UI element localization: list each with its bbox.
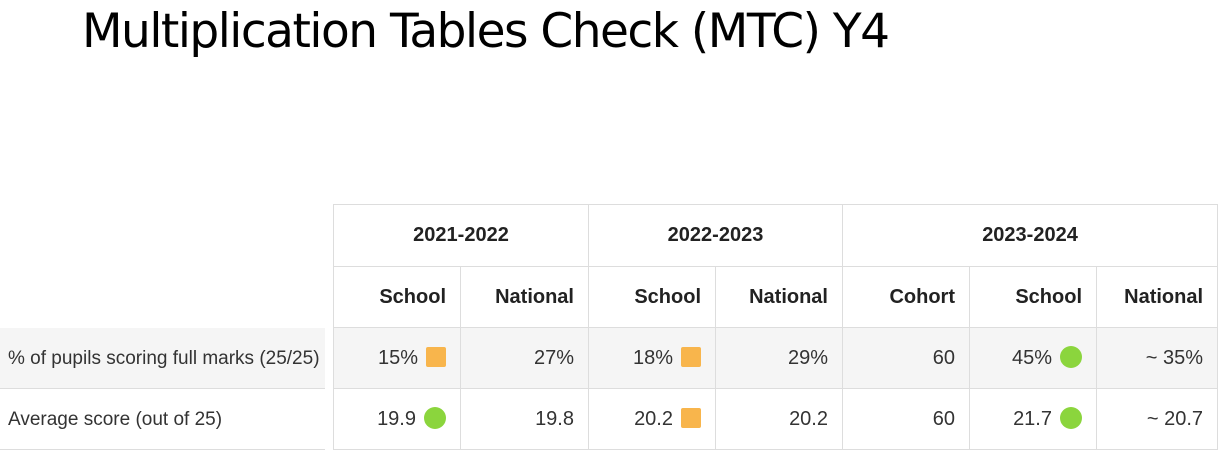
green-circle-icon: [424, 407, 446, 429]
col-header-2023-national: National: [1095, 266, 1219, 328]
cell-value: 18%: [632, 346, 673, 369]
cell-value: 15%: [377, 346, 418, 369]
green-circle-icon: [1060, 346, 1082, 368]
row-label-full-marks: % of pupils scoring full marks (25/25): [0, 328, 325, 389]
year-header-2023-2024: 2023-2024: [841, 204, 1219, 267]
cell-2023-cohort: 60: [842, 327, 970, 389]
subheader-row: School National School National Cohort S…: [333, 266, 1219, 328]
cell-2022-school: 20.2: [588, 388, 716, 450]
col-header-2023-school: School: [969, 266, 1097, 328]
cell-2022-national: 29%: [715, 327, 843, 389]
cell-2023-school: 45%: [969, 327, 1097, 389]
cell-2022-national: 20.2: [715, 388, 843, 450]
cell-2023-national: ~ 20.7: [1095, 388, 1219, 450]
cell-value: 20.2: [634, 407, 673, 430]
results-table: 2021-2022 2022-2023 2023-2024 School Nat…: [333, 204, 1219, 450]
col-header-2021-school: School: [333, 266, 461, 328]
cell-2021-national: 27%: [460, 327, 589, 389]
year-header-2022-2023: 2022-2023: [588, 204, 843, 267]
col-header-2021-national: National: [460, 266, 589, 328]
col-header-2022-school: School: [588, 266, 716, 328]
row-label-average-score: Average score (out of 25): [0, 389, 325, 450]
row-labels: % of pupils scoring full marks (25/25) A…: [0, 328, 325, 450]
cell-value: 21.7: [1013, 408, 1052, 430]
col-header-2022-national: National: [715, 266, 843, 328]
cell-2021-school: 19.9: [333, 388, 461, 450]
year-header-row: 2021-2022 2022-2023 2023-2024: [333, 204, 1219, 267]
table-row: 19.9 19.8 20.2 20.2 60 21.7 ~ 20.7: [333, 388, 1219, 450]
cell-value: 45%: [1011, 347, 1052, 369]
cell-2023-cohort: 60: [842, 388, 970, 450]
col-header-2023-cohort: Cohort: [842, 266, 970, 328]
amber-square-icon: [681, 346, 701, 367]
cell-2023-school: 21.7: [969, 388, 1097, 450]
page-title: Multiplication Tables Check (MTC) Y4: [82, 4, 890, 59]
table-row: 15% 27% 18% 29% 60 45% ~ 35%: [333, 327, 1219, 389]
year-header-2021-2022: 2021-2022: [333, 204, 589, 267]
green-circle-icon: [1060, 407, 1082, 429]
amber-square-icon: [426, 346, 446, 367]
cell-2021-national: 19.8: [460, 388, 589, 450]
cell-2023-national: ~ 35%: [1095, 327, 1219, 389]
cell-2021-school: 15%: [333, 327, 461, 389]
cell-2022-school: 18%: [588, 327, 716, 389]
amber-square-icon: [681, 407, 701, 428]
cell-value: 19.9: [377, 408, 416, 430]
